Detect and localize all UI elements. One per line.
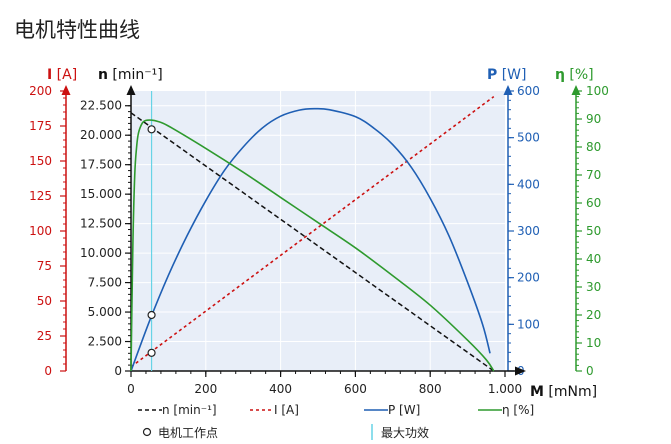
speed-tick-label: 22.500 [80, 99, 122, 113]
power-tick-label: 400 [517, 177, 540, 191]
series [130, 91, 495, 372]
x-tick-label: 600 [344, 382, 367, 396]
legend-item: 电机工作点 [142, 426, 218, 440]
legend-item: P [W] [364, 403, 420, 417]
current-tick-label: 100 [29, 224, 52, 238]
operating-points [147, 125, 156, 357]
x-tick-label: 1.000 [488, 382, 522, 396]
power-tick-label: 300 [517, 224, 540, 238]
page-title: 电机特性曲线 [14, 18, 140, 42]
legend-item: n [min⁻¹] [138, 403, 217, 417]
power-series-line [130, 107, 491, 372]
speed-tick-label: 15.000 [80, 187, 122, 201]
current-tick-label: 175 [29, 119, 52, 133]
speed-tick-label: 17.500 [80, 158, 122, 172]
power-tick-label: 200 [517, 271, 540, 285]
current-tick-label: 0 [44, 364, 52, 378]
efficiency-tick-label: 30 [586, 280, 601, 294]
legend-label: 最大功效 [381, 425, 429, 440]
legend-item: η [%] [478, 403, 534, 417]
power-tick-label: 100 [517, 317, 540, 331]
legend-item: I [A] [250, 403, 299, 417]
operating-point-current [147, 348, 156, 357]
speed-tick-label: 20.000 [80, 128, 122, 142]
x-tick-label: 200 [194, 382, 217, 396]
efficiency-tick-label: 20 [586, 308, 601, 322]
legend-swatch [142, 427, 152, 437]
power-axis-arrow [503, 85, 513, 95]
efficiency-tick-label: 100 [586, 84, 609, 98]
plot-background [131, 91, 505, 371]
x-tick-label: 0 [127, 382, 135, 396]
x-tick-label: 400 [269, 382, 292, 396]
efficiency-tick-label: 0 [586, 364, 594, 378]
current-tick-label: 150 [29, 154, 52, 168]
operating-point-power [147, 310, 156, 320]
power-axis-title: P [W] [487, 67, 526, 83]
legend-label: I [A] [274, 403, 299, 417]
current-axis-arrow [61, 85, 71, 95]
legend-label: n [min⁻¹] [162, 403, 217, 417]
legend: n [min⁻¹] I [A] P [W] η [%] 电机工作点 最大功效 [138, 403, 534, 440]
power-tick-label: 500 [517, 131, 540, 145]
x-axis-title: M [mNm] [530, 384, 597, 400]
current-tick-label: 50 [37, 294, 52, 308]
power-axis: 0100200300400500600P [W] [487, 67, 540, 378]
current-tick-label: 75 [37, 259, 52, 273]
efficiency-tick-label: 50 [586, 224, 601, 238]
current-tick-label: 200 [29, 84, 52, 98]
x-tick-label: 800 [419, 382, 442, 396]
speed-axis-title: n [min⁻¹] [98, 67, 163, 83]
speed-tick-label: 0 [114, 364, 122, 378]
power-tick-label: 600 [517, 84, 540, 98]
operating-point-speed [147, 125, 156, 134]
efficiency-tick-label: 90 [586, 112, 601, 126]
axes: 0 2.500 5.000 7.500 10.000 12.500 15.000 17.500… [29, 67, 609, 400]
efficiency-tick-label: 60 [586, 196, 601, 210]
legend-item: 最大功效 [371, 424, 429, 440]
x-axis: 0 200 400 600 800 1.000 M [mNm] [127, 366, 597, 400]
efficiency-tick-label: 80 [586, 140, 601, 154]
legend-label: η [%] [502, 403, 534, 417]
speed-tick-label: 10.000 [80, 246, 122, 260]
efficiency-axis-arrow [571, 85, 581, 95]
speed-series-line [130, 112, 495, 372]
efficiency-tick-label: 10 [586, 336, 601, 350]
current-tick-label: 125 [29, 189, 52, 203]
current-tick-label: 25 [37, 329, 52, 343]
legend-label: 电机工作点 [158, 426, 218, 440]
current-axis-title: I [A] [47, 67, 77, 83]
speed-tick-label: 7.500 [88, 276, 122, 290]
legend-label: P [W] [388, 403, 420, 417]
x-axis-arrow [515, 366, 526, 376]
speed-axis: 0 2.500 5.000 7.500 10.000 12.500 15.000 17.500… [80, 67, 163, 378]
speed-tick-label: 12.500 [80, 217, 122, 231]
efficiency-series-line [130, 119, 495, 372]
efficiency-axis-title: η [%] [555, 67, 594, 83]
speed-tick-label: 5.000 [88, 305, 122, 319]
speed-axis-arrow [126, 85, 136, 95]
efficiency-tick-label: 40 [586, 252, 601, 266]
efficiency-tick-label: 70 [586, 168, 601, 182]
speed-tick-label: 2.500 [88, 335, 122, 349]
